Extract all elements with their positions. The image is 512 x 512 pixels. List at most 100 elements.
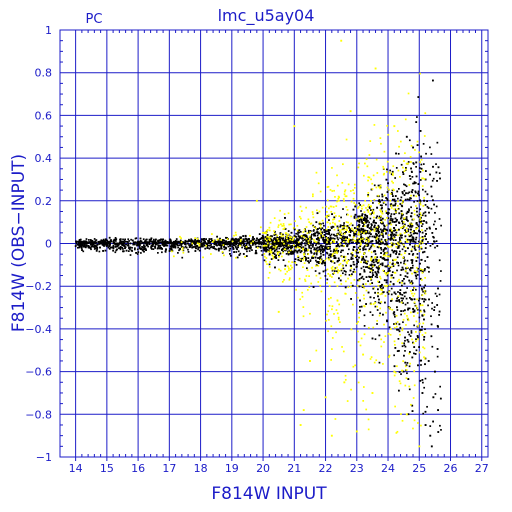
data-point <box>369 267 372 270</box>
data-point <box>383 150 386 153</box>
data-point <box>399 203 402 205</box>
data-point <box>350 252 353 255</box>
data-point <box>312 216 315 219</box>
data-point <box>329 275 331 277</box>
data-point <box>161 251 163 254</box>
data-point <box>280 241 283 244</box>
data-point <box>358 247 361 249</box>
data-point <box>422 205 425 207</box>
data-point <box>410 226 413 228</box>
data-point <box>382 269 385 272</box>
data-point <box>350 215 353 218</box>
data-point <box>324 269 327 272</box>
data-point <box>416 200 419 202</box>
data-point <box>370 226 373 228</box>
data-point <box>419 170 422 173</box>
data-point <box>154 239 157 242</box>
data-point <box>370 205 372 207</box>
data-point <box>386 199 389 201</box>
data-point <box>426 256 429 258</box>
data-point <box>398 299 401 301</box>
data-point <box>392 312 395 315</box>
data-point <box>315 247 318 250</box>
data-point <box>280 235 283 238</box>
data-point <box>439 424 441 427</box>
data-point <box>370 269 373 272</box>
data-point <box>249 245 252 247</box>
data-point <box>183 242 186 244</box>
data-point <box>429 146 431 149</box>
data-point <box>174 242 177 245</box>
data-point <box>389 280 392 283</box>
data-point <box>409 178 412 180</box>
data-point <box>272 257 275 260</box>
data-point <box>260 249 263 252</box>
data-point <box>331 348 333 350</box>
data-point <box>387 272 390 274</box>
data-point <box>416 140 419 143</box>
data-point <box>187 251 190 253</box>
data-point <box>330 210 333 213</box>
data-point <box>356 255 358 258</box>
data-point <box>391 193 394 196</box>
data-point <box>112 246 115 249</box>
data-point <box>277 243 279 245</box>
data-point <box>285 237 287 240</box>
data-point <box>334 418 337 420</box>
data-point <box>386 170 388 173</box>
data-point <box>416 308 419 311</box>
data-point <box>268 226 271 229</box>
data-point <box>126 240 129 243</box>
data-point <box>423 318 425 321</box>
data-point <box>205 244 208 247</box>
data-point <box>402 199 404 202</box>
data-point <box>400 310 402 312</box>
data-point <box>416 214 419 217</box>
data-point <box>234 240 237 243</box>
data-point <box>365 219 368 221</box>
data-point <box>405 192 407 195</box>
data-point <box>420 258 423 261</box>
data-point <box>313 234 315 237</box>
data-point <box>359 238 362 241</box>
data-point <box>379 209 382 211</box>
data-point <box>148 242 151 244</box>
data-point <box>411 264 414 267</box>
data-point <box>420 247 423 250</box>
data-point <box>367 291 370 294</box>
data-point <box>403 170 406 173</box>
data-point <box>83 241 85 244</box>
data-point <box>432 396 435 399</box>
data-point <box>388 356 390 358</box>
data-point <box>292 239 295 242</box>
data-point <box>386 284 389 287</box>
data-point <box>399 140 402 143</box>
data-point <box>278 242 281 245</box>
data-point <box>266 263 268 266</box>
data-point <box>419 309 422 312</box>
data-point <box>208 238 211 240</box>
data-point <box>242 241 245 243</box>
data-point <box>376 323 378 325</box>
data-point <box>260 243 263 246</box>
data-point <box>424 284 427 287</box>
data-point <box>340 251 342 254</box>
data-point <box>382 257 385 259</box>
data-point <box>276 247 278 249</box>
data-point <box>411 260 414 262</box>
data-point <box>360 235 363 238</box>
data-point <box>283 213 286 215</box>
data-point <box>403 194 406 196</box>
data-point <box>96 243 99 246</box>
data-point <box>419 179 422 181</box>
data-point <box>390 293 393 296</box>
data-point <box>327 236 330 239</box>
data-point <box>404 345 407 348</box>
data-point <box>395 432 398 434</box>
data-point <box>388 208 391 211</box>
data-point <box>319 224 322 227</box>
data-point <box>382 242 384 245</box>
data-point <box>384 254 387 257</box>
data-point <box>274 233 277 236</box>
data-point <box>273 240 276 243</box>
